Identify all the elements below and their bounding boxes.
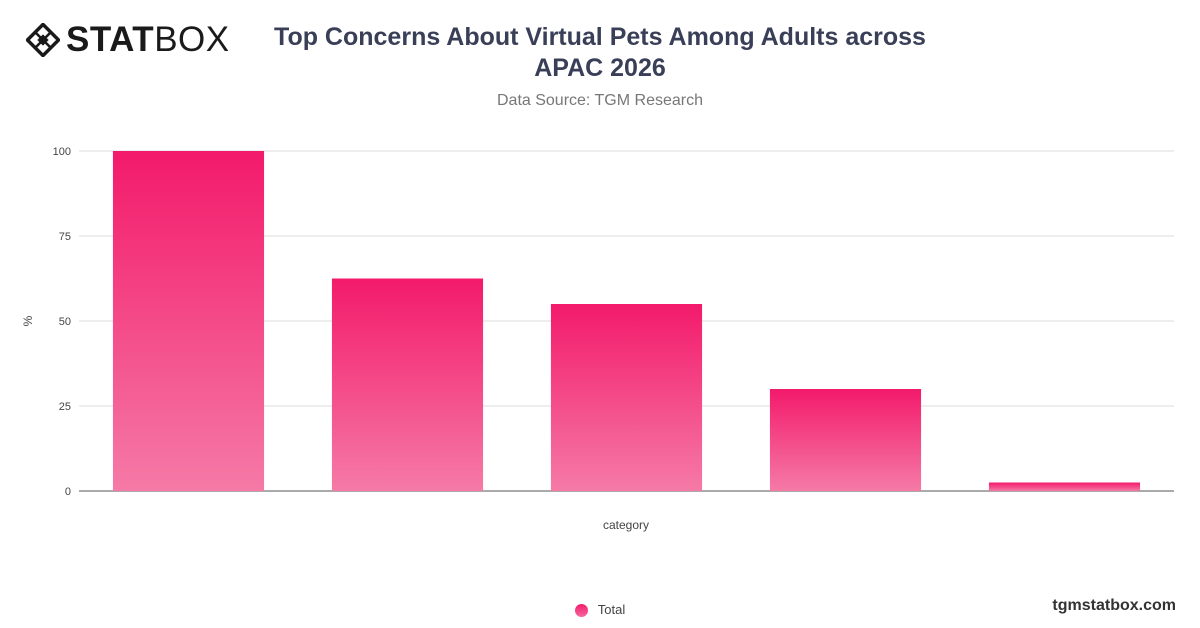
legend: Total — [0, 602, 1200, 618]
chart-title: Top Concerns About Virtual Pets Among Ad… — [274, 23, 926, 82]
bar-chart: 0 25 50 75 100 % category — [21, 146, 1174, 532]
bar[interactable] — [550, 304, 703, 491]
chart-subtitle: Data Source: TGM Research — [496, 92, 703, 109]
bar[interactable] — [988, 482, 1141, 492]
bar[interactable] — [112, 151, 265, 491]
bar[interactable] — [769, 389, 922, 491]
y-tick-label: 75 — [59, 231, 71, 243]
y-tick-label: 50 — [59, 316, 71, 328]
y-axis-title: % — [21, 315, 35, 326]
y-tick-label: 0 — [65, 486, 71, 498]
logo-wordmark: STATBOX — [66, 20, 230, 59]
y-tick-label: 25 — [59, 401, 71, 413]
bar[interactable] — [331, 278, 484, 492]
brand-logo: STATBOX — [26, 22, 230, 58]
legend-swatch — [574, 603, 588, 617]
x-axis-title: category — [603, 518, 649, 532]
y-tick-label: 100 — [53, 146, 71, 158]
footer-url: tgmstatbox.com — [1052, 597, 1176, 614]
diamond-grid-icon — [26, 23, 60, 57]
legend-label: Total — [597, 602, 626, 617]
